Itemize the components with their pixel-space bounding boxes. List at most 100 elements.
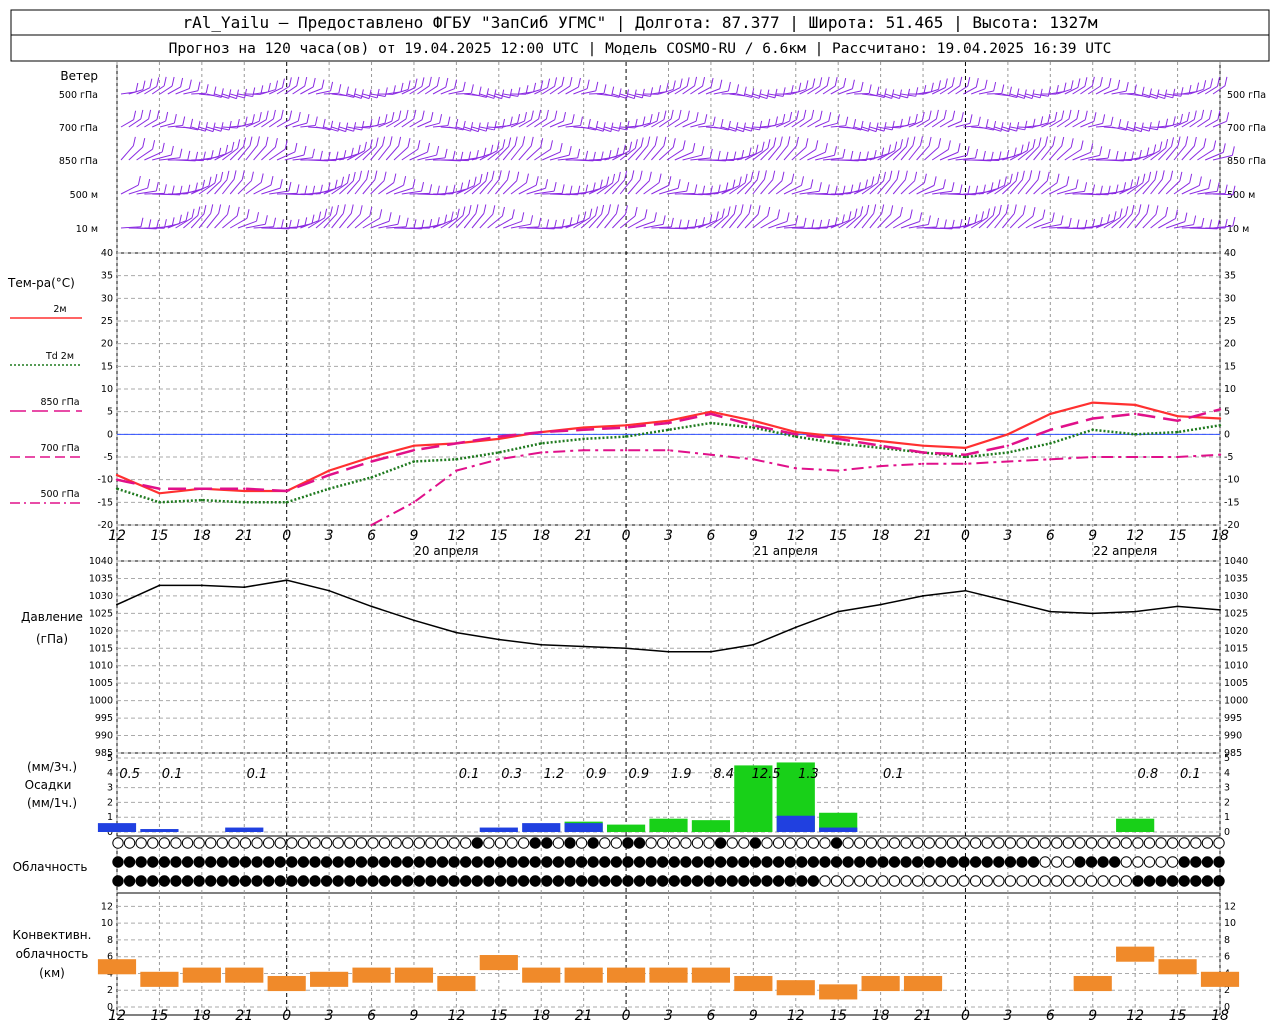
wind-barb-flag-0-138 (1210, 78, 1214, 88)
cloud-cover-1-88 (1132, 856, 1144, 868)
wind-barb-3-130 (1134, 180, 1149, 195)
cloud-cover-2-44 (622, 875, 634, 887)
wind-barb-3-25 (315, 188, 336, 195)
wind-barb-flag-2-107 (974, 148, 978, 159)
wind-barb-flag-1-73 (704, 114, 708, 124)
wind-barb-flag-3-41 (460, 182, 464, 192)
press-ytick-right-9: 995 (1224, 713, 1242, 724)
wind-barb-2-12 (214, 150, 233, 161)
wind-barb-flag-1-111 (1000, 122, 1004, 132)
wind-barb-flag-4-16 (264, 215, 268, 225)
cloud-cover-1-34 (506, 856, 518, 868)
wind-barb-flag-3-89 (834, 185, 838, 195)
wind-barb-flag-0-102 (930, 82, 934, 92)
wind-barb-1-130 (1134, 126, 1150, 132)
wind-barb-0-100 (900, 93, 916, 97)
wind-barb-3-135 (1173, 182, 1190, 195)
wind-barb-flag-1-10 (212, 122, 216, 132)
wind-barb-1-72 (682, 120, 697, 128)
cloud-cover-1-64 (854, 856, 866, 868)
cloud-cover-1-75 (981, 856, 993, 868)
wind-barb-flag-0-64 (633, 89, 637, 99)
wind-barb-flag-0-38 (428, 76, 432, 86)
temp-point-0-15 (752, 419, 755, 422)
wind-barb-4-92 (838, 217, 856, 229)
precip-total-14: 0.1 (1180, 767, 1201, 782)
wind-barb-flag-2-2 (152, 140, 156, 150)
wind-barb-flag-2-139 (1222, 143, 1226, 153)
wind-barb-flag-3-50 (525, 173, 529, 183)
wind-barb-flag-0-86 (805, 80, 809, 90)
wind-barb-4-83 (768, 220, 788, 229)
wind-barb-0-116 (1025, 93, 1041, 99)
wind-barb-flag-3-92 (857, 182, 861, 192)
cloud-cover-0-60 (807, 837, 820, 849)
wind-barb-flag-3-4 (171, 185, 175, 195)
wind-barb-flag-2-106 (966, 146, 970, 156)
wind-barb-4-61 (596, 213, 609, 229)
cloud-cover-2-56 (761, 875, 773, 887)
x-hour-bottom-20: 0 (961, 1008, 970, 1024)
wind-barb-flag-3-111 (1003, 176, 1007, 186)
cloud-cover-0-5 (170, 837, 182, 849)
wind-barb-flag-1-138 (1208, 109, 1212, 120)
wind-barb-flag-1-14 (244, 116, 248, 126)
cloud-cover-1-13 (262, 856, 275, 868)
wind-barb-3-67 (643, 182, 660, 195)
wind-barb-1-112 (994, 126, 1009, 133)
wind-barb-1-135 (1173, 120, 1188, 128)
wind-barb-2-66 (635, 145, 649, 161)
wind-barb-0-114 (1010, 93, 1025, 99)
wind-barb-4-78 (729, 213, 742, 229)
wind-barb-4-95 (861, 213, 875, 229)
wind-barb-1-1 (128, 118, 142, 128)
wind-barb-4-44 (463, 213, 477, 229)
wind-barb-flag-1-109 (985, 119, 989, 129)
wind-barb-0-96 (869, 93, 885, 98)
wind-barb-flag-4-22 (311, 214, 315, 224)
wind-barb-4-28 (339, 213, 352, 229)
wind-level-left-3: 500 м (70, 190, 98, 201)
cloud-cover-2-13 (262, 875, 275, 887)
wind-barb-4-75 (705, 217, 723, 229)
temp-ytick-right-9: -5 (1224, 452, 1233, 463)
wind-barb-1-96 (869, 126, 885, 132)
wind-barb-flag-4-96 (881, 204, 885, 214)
wind-barb-1-78 (729, 126, 744, 133)
wind-barb-0-20 (276, 85, 290, 95)
wind-barb-4-127 (1111, 214, 1127, 229)
cloud-cover-2-54 (738, 875, 750, 887)
x-hour-top-3: 21 (235, 528, 253, 544)
wind-barb-1-117 (1033, 122, 1049, 128)
wind-barb-3-78 (729, 182, 746, 195)
wind-barb-0-23 (300, 86, 314, 95)
precip-panel: 5 54 43 32 21 10 00.5 0.1 0.1 0.1 0.3 1.2 0.9 0.9 1.9 8… (97, 753, 1230, 838)
cloud-cover-1-40 (575, 856, 588, 868)
precip-total-9: 8.4 (713, 767, 734, 782)
wind-barb-0-49 (503, 93, 519, 97)
cloud-cover-0-37 (541, 837, 553, 849)
wind-barb-flag-3-119 (1066, 176, 1070, 186)
cloud-cover-2-75 (981, 875, 993, 887)
cloud-cover-1-20 (344, 856, 356, 868)
temp-point-3-8 (455, 469, 458, 472)
wind-barb-2-137 (1189, 146, 1205, 161)
wind-barb-3-118 (1041, 182, 1058, 195)
cloud-cover-2-48 (668, 875, 680, 887)
wind-barb-4-43 (456, 213, 470, 229)
conv-ytick-right-2: 8 (1224, 935, 1230, 946)
wind-barb-flag-2-51 (530, 136, 534, 147)
cloud-cover-1-29 (448, 856, 460, 868)
temp-point-3-25 (1176, 455, 1179, 459)
wind-barb-4-11 (206, 213, 220, 229)
cloud-cover-0-33 (494, 837, 507, 849)
wind-barb-flag-3-140 (1232, 185, 1236, 195)
wind-barb-1-120 (1056, 118, 1070, 128)
wind-barb-flag-0-46 (493, 89, 497, 99)
convective-title-2: облачность (16, 947, 89, 961)
cloud-cover-1-0 (112, 856, 124, 868)
wind-barb-flag-2-133 (1171, 137, 1175, 147)
wind-barb-flag-1-124 (1102, 114, 1106, 124)
cloud-cover-0-70 (923, 837, 935, 849)
